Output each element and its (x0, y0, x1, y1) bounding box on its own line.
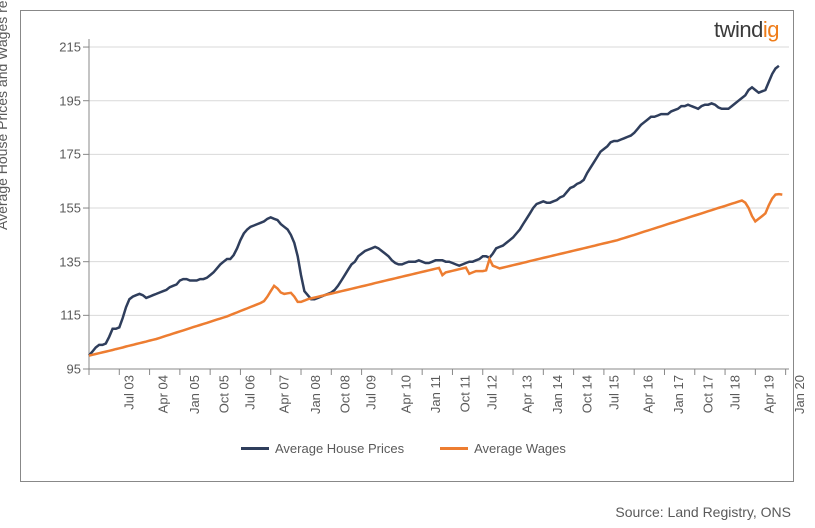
x-tick-label: Oct 05 (216, 375, 231, 413)
legend-swatch (241, 447, 269, 450)
x-tick-label: Jul 18 (727, 375, 742, 410)
x-tick-label: Apr 10 (398, 375, 413, 413)
x-tick-label: Oct 08 (337, 375, 352, 413)
y-tick-label: 135 (51, 254, 81, 269)
x-tick-label: Oct 17 (701, 375, 716, 413)
x-tick-label: Apr 19 (761, 375, 776, 413)
y-tick-label: 95 (51, 362, 81, 377)
legend-item: Average Wages (440, 441, 566, 456)
x-tick-label: Jan 14 (550, 375, 565, 414)
x-tick-label: Apr 13 (519, 375, 534, 413)
x-tick-label: Jul 03 (122, 375, 137, 410)
plot-area (89, 39, 789, 369)
x-tick-label: Apr 16 (640, 375, 655, 413)
x-tick-label: Oct 11 (458, 375, 473, 412)
legend-label: Average Wages (474, 441, 566, 456)
figure: twindig 95115135155175195215 Jul 03Apr 0… (0, 0, 815, 528)
x-tick-label: Jul 09 (364, 375, 379, 410)
x-tick-label: Oct 14 (580, 375, 595, 413)
x-tick-label: Jul 12 (485, 375, 500, 410)
x-tick-label: Jul 06 (243, 375, 258, 410)
x-tick-label: Jan 05 (187, 375, 202, 414)
x-tick-label: Apr 07 (277, 375, 292, 413)
legend-swatch (440, 447, 468, 450)
y-tick-label: 215 (51, 40, 81, 55)
y-tick-label: 195 (51, 93, 81, 108)
legend-item: Average House Prices (241, 441, 404, 456)
y-tick-label: 115 (51, 308, 81, 323)
x-tick-label: Jan 11 (428, 375, 443, 413)
legend: Average House Prices Average Wages (241, 441, 566, 456)
chart-container: twindig 95115135155175195215 Jul 03Apr 0… (20, 10, 794, 482)
source-text: Source: Land Registry, ONS (615, 504, 791, 520)
x-tick-label: Jan 17 (671, 375, 686, 414)
x-tick-label: Jan 08 (308, 375, 323, 414)
y-axis-title: Average House Prices and Wages rebased (0, 0, 10, 230)
x-tick-label: Jul 15 (606, 375, 621, 410)
x-tick-label: Jan 20 (792, 375, 807, 414)
x-tick-label: Apr 04 (156, 375, 171, 413)
y-tick-label: 175 (51, 147, 81, 162)
legend-label: Average House Prices (275, 441, 404, 456)
y-tick-label: 155 (51, 201, 81, 216)
